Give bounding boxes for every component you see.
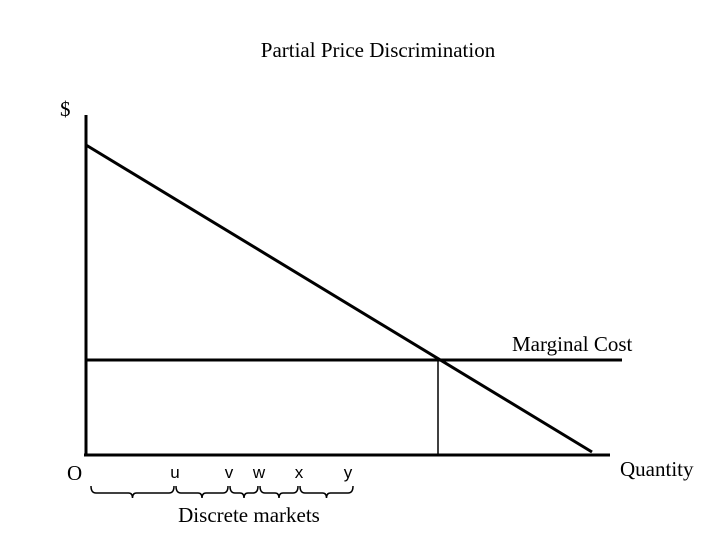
market-brace <box>299 485 354 499</box>
demand-line <box>85 143 593 454</box>
marginal-cost-label: Marginal Cost <box>512 332 633 356</box>
markets-label: Discrete markets <box>178 503 320 527</box>
market-brace <box>90 485 175 499</box>
title: Partial Price Discrimination <box>261 38 496 62</box>
market-brace <box>259 485 299 499</box>
market-label: x <box>295 463 304 482</box>
x-axis-label: Quantity <box>620 457 694 481</box>
market-brace <box>229 485 259 499</box>
origin-label: O <box>67 461 82 485</box>
market-label: w <box>252 463 266 482</box>
market-label: v <box>225 463 234 482</box>
market-brace <box>175 485 229 499</box>
market-label: y <box>344 463 353 482</box>
market-label: u <box>170 463 179 482</box>
y-axis-label: $ <box>60 97 71 121</box>
